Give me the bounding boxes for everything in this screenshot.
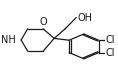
- Text: Cl: Cl: [106, 35, 115, 45]
- Text: NH: NH: [1, 35, 16, 45]
- Text: OH: OH: [78, 13, 93, 23]
- Text: O: O: [39, 17, 47, 27]
- Text: Cl: Cl: [106, 48, 115, 58]
